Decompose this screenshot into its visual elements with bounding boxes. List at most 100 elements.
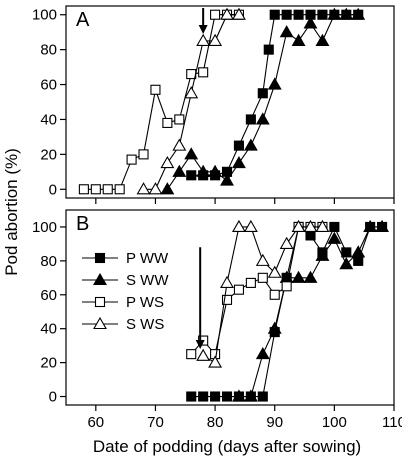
x-tick-label: 60 — [87, 414, 104, 431]
data-point — [174, 114, 185, 125]
data-point — [257, 391, 268, 402]
data-point — [196, 164, 211, 177]
data-point — [138, 149, 149, 160]
data-point — [351, 245, 366, 258]
data-point — [172, 138, 187, 151]
data-point — [257, 88, 268, 99]
data-point — [315, 219, 330, 233]
data-point — [221, 391, 233, 402]
data-point — [198, 67, 209, 78]
y-axis-title: Pod abortion (%) — [2, 148, 21, 276]
series-line — [143, 14, 239, 190]
panel-letter: A — [76, 9, 90, 31]
data-point — [269, 9, 280, 20]
data-point — [184, 147, 199, 160]
data-point — [126, 154, 137, 165]
data-point — [281, 281, 292, 292]
panel-letter: B — [76, 213, 89, 235]
series-line — [191, 225, 383, 398]
data-point — [279, 236, 294, 249]
plot-frame — [65, 209, 395, 406]
data-point — [114, 184, 125, 195]
data-point — [267, 265, 282, 278]
data-point — [351, 7, 366, 20]
legend-marker — [93, 316, 107, 330]
data-point — [303, 270, 318, 283]
data-point — [186, 170, 197, 181]
data-point — [255, 253, 270, 266]
data-point — [208, 33, 223, 46]
panel-a: 0 20 40 60 80 100 A — [32, 5, 395, 204]
data-point — [293, 9, 304, 20]
data-point — [267, 77, 282, 90]
data-point — [148, 182, 163, 195]
y-tick-label: 40 — [40, 111, 57, 128]
data-point — [291, 270, 306, 283]
data-point — [196, 348, 211, 361]
data-point — [184, 86, 199, 99]
data-point — [243, 219, 258, 233]
data-point — [263, 44, 274, 55]
data-point — [291, 33, 306, 46]
data-point — [317, 9, 328, 20]
x-tick-label: 110 — [382, 414, 402, 431]
data-point — [245, 277, 256, 288]
data-point — [160, 182, 175, 195]
x-tick-label: 70 — [147, 414, 164, 431]
y-tick-label: 20 — [40, 146, 57, 163]
data-point — [327, 231, 342, 244]
data-point — [220, 7, 234, 20]
data-point — [102, 184, 113, 195]
plot-frame — [65, 5, 395, 199]
legend-label: S WW — [126, 272, 169, 289]
y-tick-label: 0 — [49, 181, 57, 198]
panel-b: 0 20 40 60 80 100 60 70 80 90 100 110 B — [32, 209, 402, 431]
series-line — [166, 14, 359, 190]
data-point — [341, 247, 352, 258]
y-tick-label: 100 — [32, 219, 57, 236]
data-point — [198, 391, 209, 402]
data-point — [208, 355, 223, 368]
data-point — [210, 391, 221, 402]
data-point — [339, 7, 354, 20]
x-tick-label: 90 — [266, 414, 283, 431]
data-point — [243, 389, 258, 402]
data-point — [315, 248, 330, 261]
data-point — [245, 114, 256, 125]
data-point — [162, 117, 173, 128]
y-tick-label: 40 — [40, 321, 57, 338]
data-point — [150, 84, 161, 95]
data-point — [243, 138, 258, 151]
arrow-head — [195, 340, 205, 350]
data-point — [353, 255, 364, 266]
data-point — [255, 347, 270, 360]
y-tick-label: 60 — [40, 287, 57, 304]
legend-label: P WS — [126, 294, 164, 311]
data-point — [339, 257, 354, 270]
data-point — [303, 16, 318, 29]
series-line — [202, 226, 323, 364]
data-point — [172, 164, 187, 177]
legend-marker — [94, 252, 106, 264]
data-point — [233, 284, 244, 295]
data-point — [231, 155, 246, 169]
y-tick-label: 80 — [40, 42, 57, 59]
data-point — [291, 219, 306, 233]
data-point — [233, 140, 244, 151]
legend-label: P WW — [126, 250, 169, 267]
legend: P WW S WW P WS S WS — [82, 250, 169, 333]
arrow-head — [198, 25, 208, 34]
data-point — [196, 33, 211, 46]
data-point — [220, 173, 234, 186]
legend-marker — [93, 272, 107, 286]
legend-marker — [94, 296, 106, 308]
data-point — [281, 9, 292, 20]
data-point — [303, 219, 318, 233]
data-point — [186, 391, 197, 402]
y-tick-label: 60 — [40, 77, 57, 94]
data-point — [231, 219, 246, 233]
x-axis-title: Date of podding (days after sowing) — [93, 437, 361, 456]
data-point — [255, 112, 270, 125]
y-tick-label: 100 — [32, 7, 57, 24]
